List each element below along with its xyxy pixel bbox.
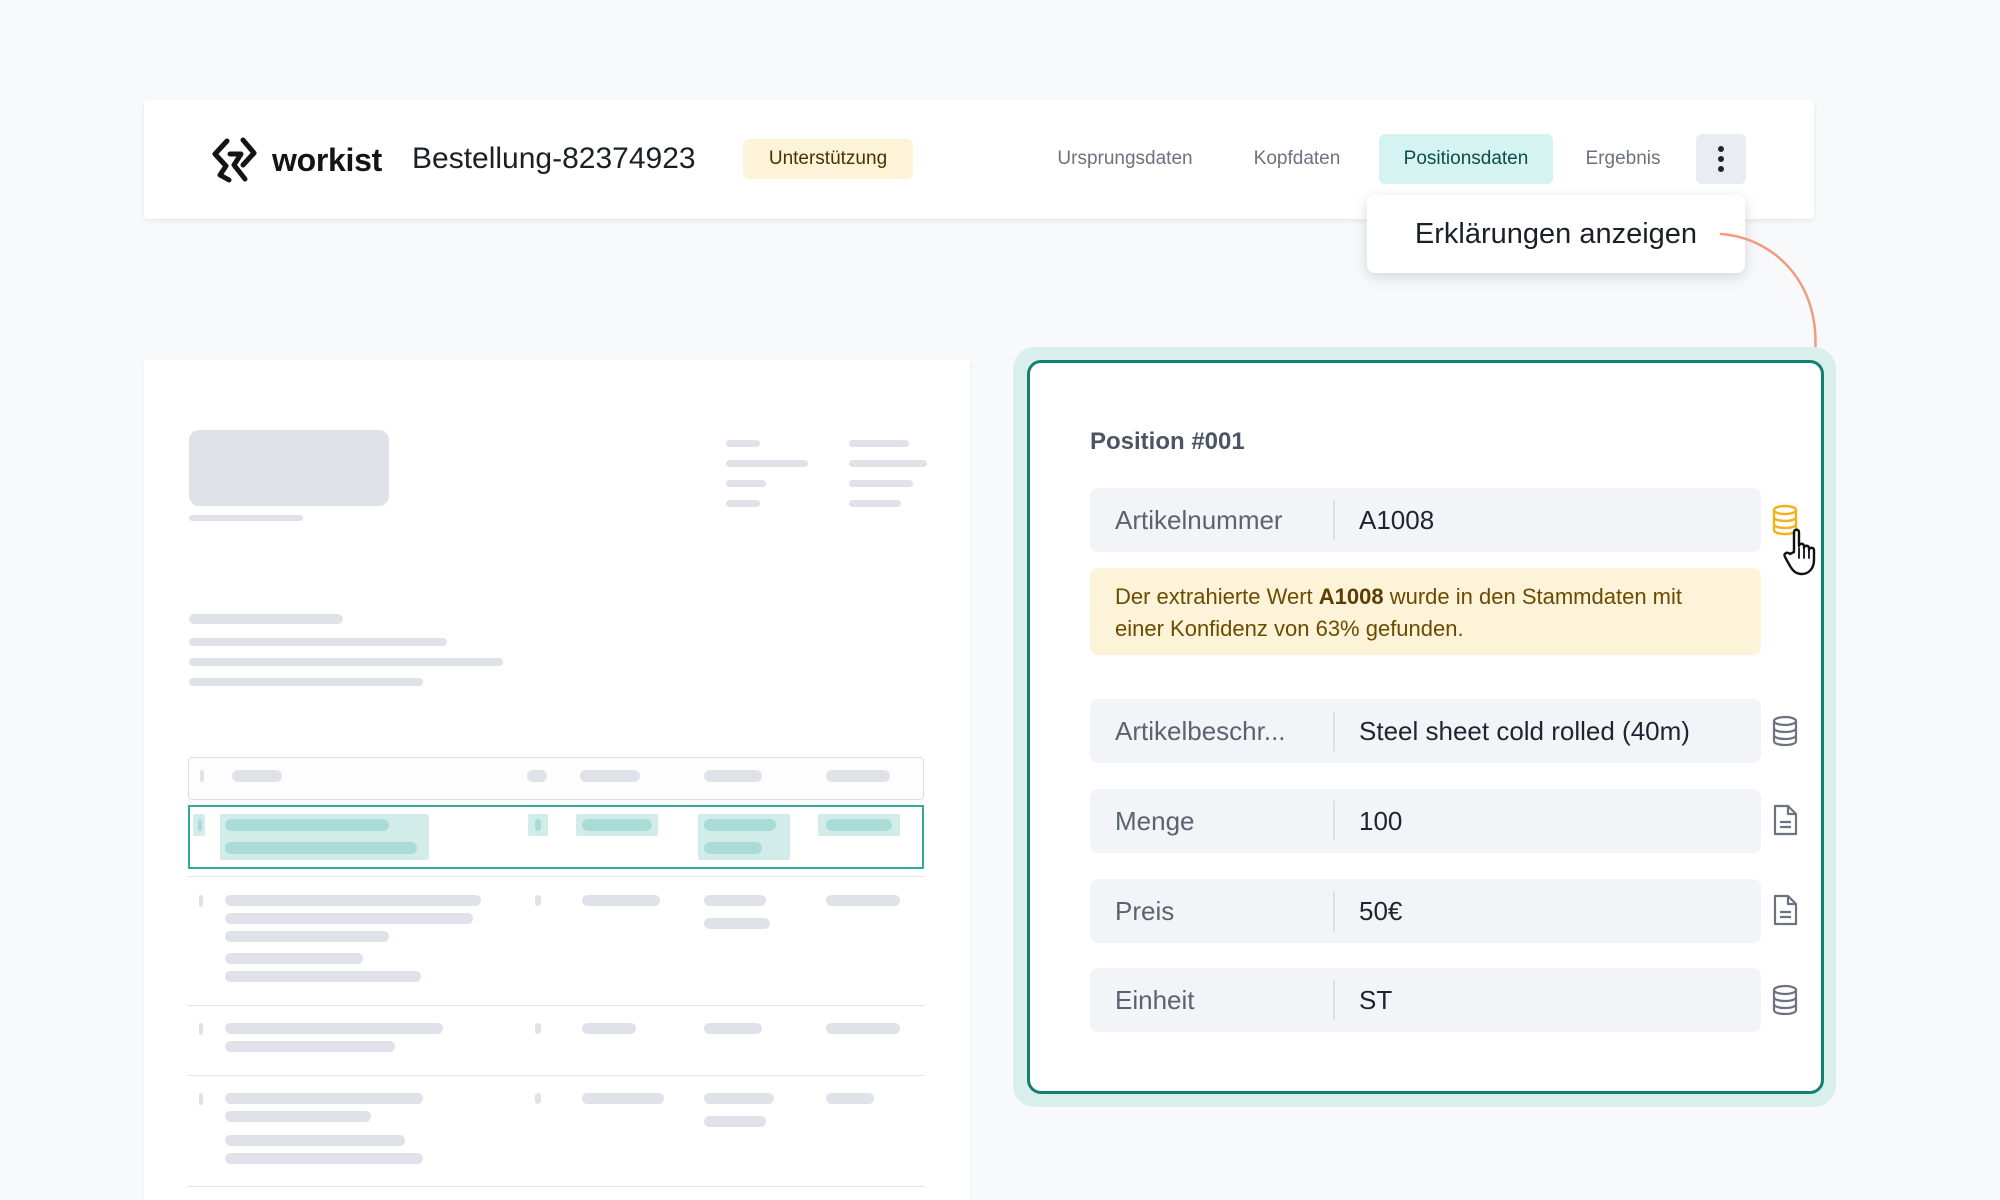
field-einheit[interactable]: Einheit ST — [1090, 968, 1761, 1032]
workist-logo-icon — [212, 137, 257, 183]
explanation-box: Der extrahierte Wert A1008 wurde in den … — [1090, 568, 1761, 655]
brand-name: workist — [272, 142, 382, 178]
database-icon[interactable] — [1771, 984, 1799, 1016]
field-label: Artikelnummer — [1115, 505, 1283, 535]
field-artikelbeschreibung[interactable]: Artikelbeschr... Steel sheet cold rolled… — [1090, 699, 1761, 763]
field-label: Menge — [1115, 806, 1195, 836]
field-preis[interactable]: Preis 50€ — [1090, 879, 1761, 943]
tab-ergebnis[interactable]: Ergebnis — [1585, 148, 1661, 169]
order-title: Bestellung-82374923 — [412, 142, 696, 175]
field-menge[interactable]: Menge 100 — [1090, 789, 1761, 853]
status-badge: Unterstützung — [743, 139, 913, 179]
tab-ursprungsdaten[interactable]: Ursprungsdaten — [1057, 148, 1193, 169]
explanations-tooltip[interactable]: Erklärungen anzeigen — [1367, 195, 1745, 273]
explanation-value: A1008 — [1318, 584, 1384, 609]
field-label: Preis — [1115, 896, 1175, 926]
field-value[interactable]: A1008 — [1359, 505, 1435, 535]
document-icon[interactable] — [1771, 894, 1799, 926]
field-value[interactable]: 100 — [1359, 806, 1403, 836]
field-value[interactable]: Steel sheet cold rolled (40m) — [1359, 716, 1690, 746]
field-value[interactable]: 50€ — [1359, 896, 1403, 926]
more-menu-button[interactable] — [1696, 134, 1746, 184]
tab-positionsdaten[interactable]: Positionsdaten — [1379, 134, 1553, 184]
database-icon[interactable] — [1771, 715, 1799, 747]
field-label: Einheit — [1115, 985, 1195, 1015]
tab-kopfdaten[interactable]: Kopfdaten — [1253, 148, 1341, 169]
document-icon[interactable] — [1771, 804, 1799, 836]
position-title: Position #001 — [1090, 428, 1245, 455]
hand-pointer-icon — [1783, 528, 1816, 576]
field-value[interactable]: ST — [1359, 985, 1393, 1015]
kebab-vertical-icon — [1718, 146, 1724, 152]
field-artikelnummer[interactable]: Artikelnummer A1008 — [1090, 488, 1761, 552]
field-label: Artikelbeschr... — [1115, 716, 1286, 746]
line-items-table-header — [188, 757, 924, 800]
